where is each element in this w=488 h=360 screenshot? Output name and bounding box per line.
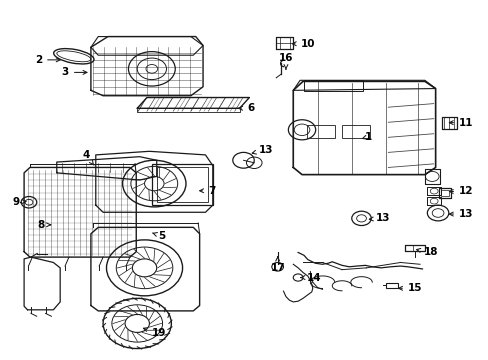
Text: 14: 14	[300, 273, 321, 283]
Text: 9: 9	[12, 197, 26, 207]
Text: 6: 6	[238, 103, 254, 113]
Text: 13: 13	[368, 213, 390, 223]
Text: 1: 1	[362, 132, 372, 141]
Text: 8: 8	[37, 220, 50, 230]
Text: 10: 10	[292, 39, 314, 49]
Text: 4: 4	[82, 150, 94, 165]
Text: 13: 13	[448, 209, 472, 219]
Text: 16: 16	[278, 53, 293, 69]
Text: 5: 5	[152, 231, 165, 241]
Text: 13: 13	[252, 144, 273, 154]
Bar	[157, 167, 207, 202]
Text: 19: 19	[143, 328, 166, 338]
Text: 11: 11	[448, 118, 472, 128]
Text: 2: 2	[35, 55, 60, 65]
Bar	[304, 80, 362, 91]
Text: 18: 18	[416, 247, 438, 257]
Text: 17: 17	[270, 257, 285, 273]
Text: 12: 12	[448, 186, 472, 197]
Bar	[440, 190, 448, 196]
Bar	[385, 283, 397, 288]
Text: 7: 7	[199, 186, 215, 196]
Text: 15: 15	[398, 283, 422, 293]
Bar	[306, 125, 334, 138]
Bar	[341, 125, 369, 138]
Text: 3: 3	[61, 67, 87, 77]
Bar	[152, 164, 212, 205]
